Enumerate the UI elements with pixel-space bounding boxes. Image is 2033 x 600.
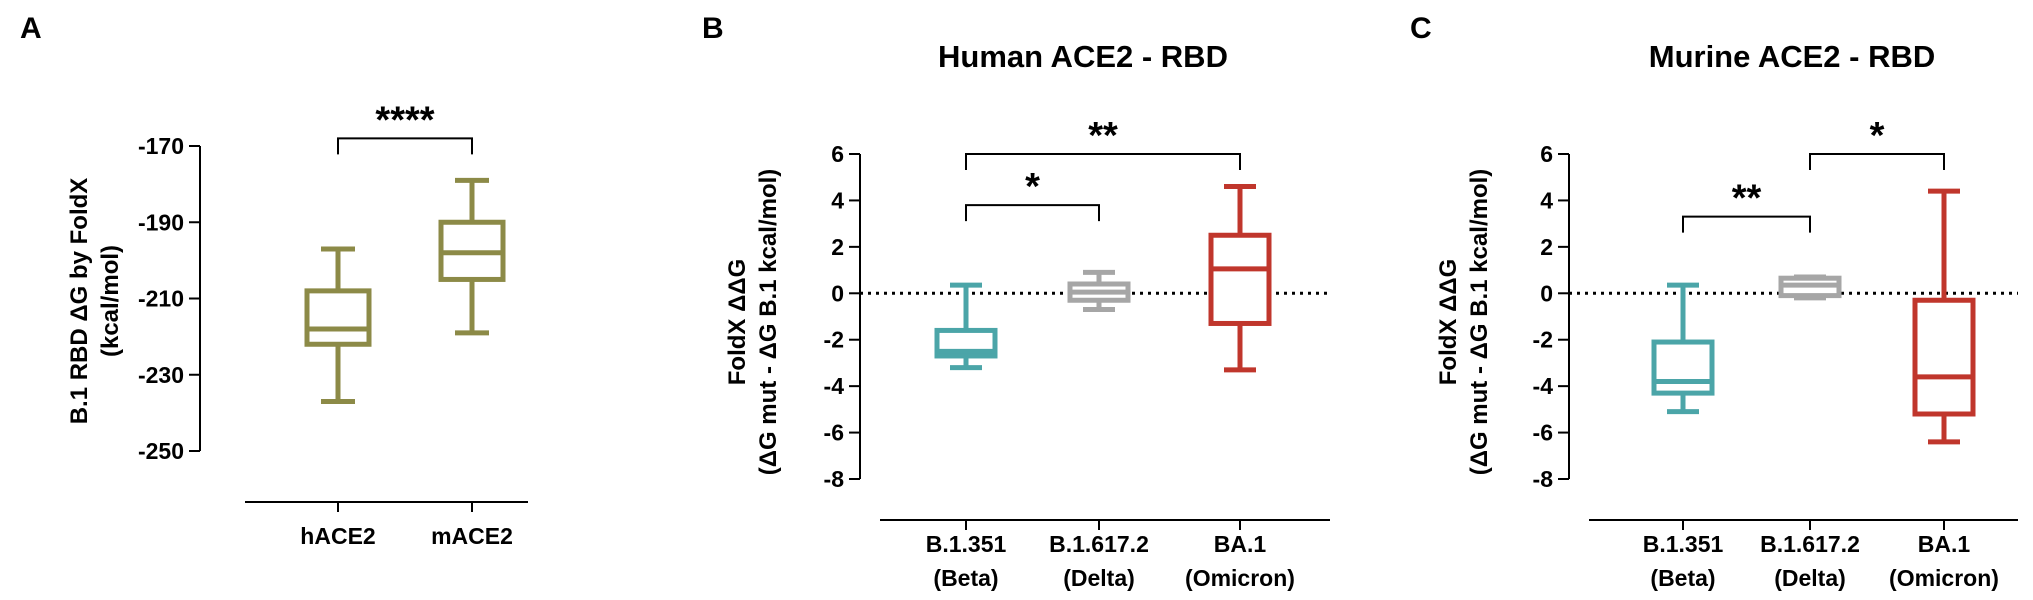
panel-b-box-2 [1208,184,1272,373]
panel-c-box-iqr [1651,339,1715,396]
panel-b-y-tick-label: -4 [824,373,845,399]
panel-c-y-label-line2: (ΔG mut - ΔG B.1 kcal/mol) [1466,169,1493,476]
panel-b-category-label: B.1.351 [926,531,1007,557]
panel-b-y-tick-label: -8 [824,466,845,492]
panel-b: B Human ACE2 - RBD 6 4 2 0 -2 -4 -6 -8 B.1.351 (B… [702,12,1330,591]
panel-c-significance-stars: * [1870,115,1885,157]
panel-c-box-0 [1651,282,1715,415]
panel-a-y-tick-label: -250 [138,438,184,464]
panel-a-box-0 [304,246,372,404]
panel-c-y-tick-label: 4 [1540,187,1553,213]
panel-a-box-1 [438,177,506,336]
panel-b-significance-stars: * [1025,166,1040,208]
panel-c-category-label: BA.1 [1918,531,1971,557]
panel-a-y-label-line2: (kcal/mol) [97,245,124,357]
panel-b-category-label: BA.1 [1214,531,1267,557]
panel-a-y-label-line1: B.1 RBD ΔG by FoldX [66,178,93,425]
panel-b-y-tick-label: 0 [831,280,844,306]
panel-b-significance-stars: ** [1088,115,1118,157]
panel-c-y-tick-label: -4 [1533,373,1554,399]
panel-a-y-tick-label: -210 [138,286,184,312]
panel-b-y-label-line2: (ΔG mut - ΔG B.1 kcal/mol) [755,169,782,476]
panel-c-y-tick-label: 6 [1540,141,1553,167]
panel-b-significance-bracket [965,153,1241,170]
panel-b-box-iqr [1208,232,1272,326]
panel-letter-c: C [1410,12,1432,45]
panel-letter-b: B [702,12,724,45]
panel-b-significance-bracket [965,204,1100,222]
panel-b-box-0 [934,282,998,371]
panel-c-y-tick-label: 2 [1540,234,1553,260]
panel-b-box-1 [1067,269,1131,313]
panel-a-y-tick-label: -170 [138,133,184,159]
panel-c-y-tick-label: -2 [1533,327,1553,353]
panel-b-category-sublabel: (Omicron) [1185,565,1295,591]
panel-c-title: Murine ACE2 - RBD [1649,39,1935,74]
panel-b-y-label-line1: FoldX ΔΔG [724,259,751,386]
panel-a-y-tick-label: -190 [138,209,184,235]
panel-c: C Murine ACE2 - RBD 6 4 2 0 -2 -4 -6 -8 B.1.351 (… [1410,12,2018,591]
panel-c-y-label-line1: FoldX ΔΔG [1435,259,1462,386]
panel-c-significance-bracket [1809,153,1945,170]
panel-a-category-label: mACE2 [431,523,513,549]
panel-b-plot-area: 6 4 2 0 -2 -4 -6 -8 B.1.351 (Beta) B.1.617.2 (Delta… [824,115,1330,591]
panel-b-category-sublabel: (Beta) [933,565,998,591]
panel-b-title: Human ACE2 - RBD [938,39,1228,74]
panel-c-category-label: B.1.351 [1643,531,1724,557]
panel-c-category-sublabel: (Omicron) [1889,565,1999,591]
panel-c-significance-stars: ** [1732,178,1762,220]
panel-c-category-sublabel: (Delta) [1774,565,1846,591]
panel-a-y-tick-label: -230 [138,362,184,388]
panel-c-y-tick-label: 0 [1540,280,1553,306]
panel-a-category-label: hACE2 [300,523,375,549]
panel-b-y-tick-label: 4 [831,187,844,213]
panel-b-y-tick-label: -2 [824,327,844,353]
panel-c-plot-area: 6 4 2 0 -2 -4 -6 -8 B.1.351 (Beta) B.1.617.2 (Delta… [1533,115,2018,591]
panel-b-y-tick-label: 2 [831,234,844,260]
panel-c-category-label: B.1.617.2 [1760,531,1860,557]
panel-a-significance-stars: **** [375,99,434,141]
panel-a-plot-area: -170 -190 -210 -230 -250 hACE2 mACE2 **** [138,99,528,549]
panel-c-significance-bracket [1682,215,1811,233]
panel-a: A -170 -190 -210 -230 -250 hACE2 mACE2 **** B.1… [20,12,528,549]
panel-c-y-tick-label: -8 [1533,466,1554,492]
panel-c-box-1 [1778,274,1842,301]
panel-letter-a: A [20,12,42,45]
panel-c-category-sublabel: (Beta) [1650,565,1715,591]
panel-a-significance-bracket [337,137,473,155]
panel-b-category-sublabel: (Delta) [1063,565,1135,591]
panel-c-box-iqr [1912,297,1976,417]
panel-b-category-label: B.1.617.2 [1049,531,1149,557]
panel-c-box-2 [1912,188,1976,445]
panel-c-y-tick-label: -6 [1533,420,1553,446]
panel-b-y-tick-label: -6 [824,420,844,446]
panel-b-y-tick-label: 6 [831,141,844,167]
panel-a-box-iqr [304,288,372,347]
